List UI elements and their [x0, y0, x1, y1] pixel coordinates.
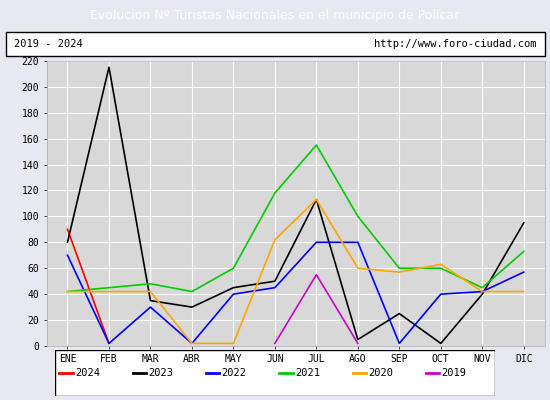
Text: 2019 - 2024: 2019 - 2024	[14, 39, 82, 49]
Text: 2024: 2024	[75, 368, 100, 378]
Text: 2021: 2021	[295, 368, 320, 378]
FancyBboxPatch shape	[6, 32, 544, 56]
Text: 2020: 2020	[368, 368, 393, 378]
FancyBboxPatch shape	[55, 350, 495, 396]
Text: 2023: 2023	[148, 368, 173, 378]
Text: http://www.foro-ciudad.com: http://www.foro-ciudad.com	[374, 39, 536, 49]
Text: 2019: 2019	[442, 368, 466, 378]
Text: 2022: 2022	[222, 368, 246, 378]
Text: Evolucion Nº Turistas Nacionales en el municipio de Polícar: Evolucion Nº Turistas Nacionales en el m…	[90, 8, 460, 22]
